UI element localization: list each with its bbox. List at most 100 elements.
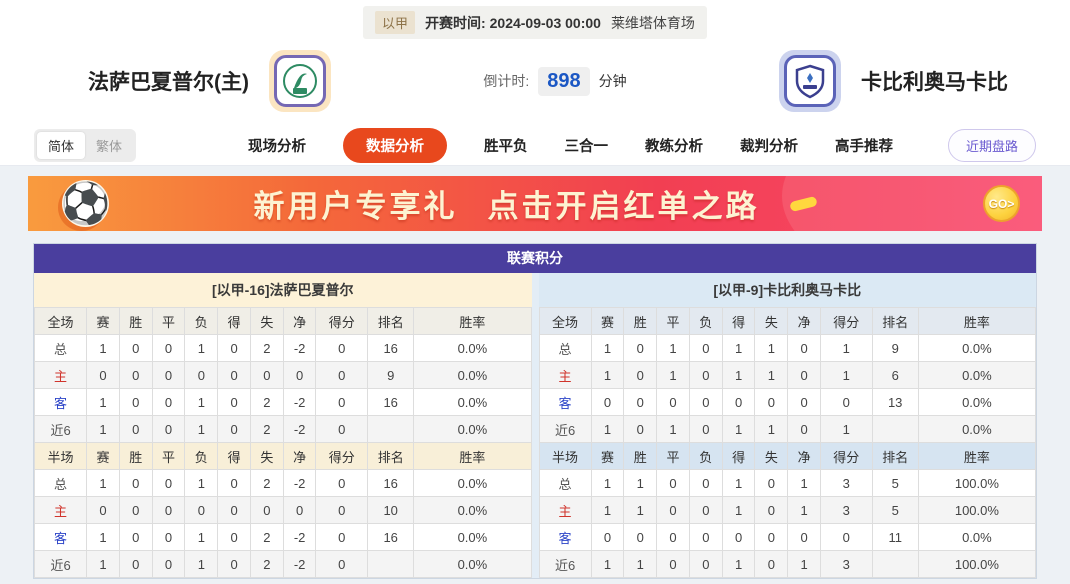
tab-三合一[interactable]: 三合一 — [564, 138, 609, 155]
tab-胜平负[interactable]: 胜平负 — [484, 138, 528, 155]
row-label: 客 — [33, 388, 88, 416]
table-cell: 1 — [721, 415, 756, 443]
table-cell: 2 — [249, 550, 284, 578]
table-cell: 0 — [315, 415, 369, 443]
countdown: 倒计时: 898 分钟 — [331, 66, 779, 96]
table-cell: 1 — [721, 469, 756, 497]
away-half-column-header-row: 半场赛胜平负得失净得分 排名 胜率 — [538, 442, 1037, 470]
column-header: 胜率 — [413, 442, 532, 470]
column-header: 负 — [688, 307, 723, 335]
table-cell: 0 — [217, 496, 251, 524]
away-team-name: 卡比利奥马卡比 — [861, 71, 1008, 94]
go-button-label: GO> — [988, 196, 1015, 211]
table-cell: 1 — [754, 415, 789, 443]
column-header: 平 — [656, 307, 690, 335]
table-cell: 0 — [282, 361, 317, 389]
table-cell: 0.0% — [413, 415, 532, 443]
column-header: 净 — [282, 442, 317, 470]
lang-simplified[interactable]: 简体 — [37, 131, 86, 159]
table-cell: 0 — [688, 361, 723, 389]
table-cell: 1 — [656, 415, 690, 443]
column-header: 负 — [688, 442, 723, 470]
column-header: 全场 — [538, 307, 592, 335]
table-cell: 1 — [590, 550, 625, 578]
table-cell: 3 — [819, 550, 873, 578]
table-cell: 100.0% — [917, 469, 1037, 497]
table-cell: 0 — [151, 523, 186, 551]
table-cell: 1 — [86, 388, 120, 416]
recent-trend-button[interactable]: 近期盘路 — [947, 128, 1036, 162]
table-cell: 0.0% — [917, 361, 1037, 389]
column-header: 半场 — [33, 442, 88, 470]
table-cell: 0 — [688, 496, 723, 524]
table-cell: 1 — [721, 334, 756, 362]
table-cell — [367, 550, 415, 578]
table-cell: 0 — [623, 388, 658, 416]
column-header: 胜 — [623, 442, 658, 470]
table-cell: 0 — [315, 388, 369, 416]
table-cell: 1 — [623, 469, 658, 497]
column-header: 胜率 — [917, 307, 1037, 335]
table-cell: 0.0% — [413, 496, 532, 524]
table-cell: 1 — [86, 523, 120, 551]
home-team-crest-icon — [283, 64, 317, 98]
table-cell: 2 — [249, 415, 284, 443]
table-cell: 0 — [118, 334, 153, 362]
table-cell: 0 — [721, 388, 756, 416]
table-cell: 9 — [367, 361, 415, 389]
table-cell: 1 — [590, 361, 625, 389]
table-row: 总 1 0 0 1 0 2 -2 0 16 0.0% — [33, 469, 532, 497]
table-cell: 0 — [688, 388, 723, 416]
table-cell: 0 — [688, 469, 723, 497]
tab-高手推荐[interactable]: 高手推荐 — [835, 138, 894, 155]
column-header: 得 — [217, 442, 251, 470]
home-half-column-header-row: 半场赛胜平负得失净得分 排名 胜率 — [33, 442, 532, 470]
table-cell: 16 — [367, 523, 415, 551]
table-row: 客 0 0 0 0 0 0 0 0 11 0.0% — [538, 523, 1037, 551]
table-row: 总 1 0 0 1 0 2 -2 0 16 0.0% — [33, 334, 532, 362]
tab-现场分析[interactable]: 现场分析 — [248, 138, 307, 155]
table-divider — [531, 273, 539, 578]
row-label: 客 — [33, 523, 88, 551]
row-label: 总 — [538, 469, 592, 497]
column-header: 胜率 — [917, 442, 1037, 470]
column-header: 得 — [217, 307, 251, 335]
away-team-crest-icon — [795, 64, 825, 99]
table-cell: 3 — [819, 469, 873, 497]
tab-裁判分析[interactable]: 裁判分析 — [740, 138, 799, 155]
table-cell: 0 — [656, 523, 690, 551]
table-cell: 1 — [86, 415, 120, 443]
table-cell: 0 — [688, 415, 723, 443]
table-row: 近6 1 0 1 0 1 1 0 1 0.0% — [538, 415, 1037, 443]
table-cell: 1 — [721, 550, 756, 578]
promo-banner[interactable]: ⚽ 新用户专享礼 点击开启红单之路 GO> — [28, 176, 1042, 231]
home-team-name: 法萨巴夏普尔(主) — [88, 71, 249, 94]
table-cell: 1 — [721, 361, 756, 389]
table-cell: 0 — [721, 523, 756, 551]
table-cell: 0 — [688, 550, 723, 578]
column-header: 赛 — [86, 442, 120, 470]
table-row: 客 0 0 0 0 0 0 0 0 13 0.0% — [538, 388, 1037, 416]
tab-教练分析[interactable]: 教练分析 — [645, 138, 704, 155]
lang-traditional[interactable]: 繁体 — [96, 138, 123, 154]
column-header: 胜率 — [413, 307, 532, 335]
tab-数据分析[interactable]: 数据分析 — [343, 127, 448, 163]
row-label: 近6 — [538, 550, 592, 578]
standings-table-home: 全场赛胜平负得失净得分 排名 胜率总 1 0 0 1 0 2 -2 0 16 0.0% 主 0 0 0 0 0 0 0 0… — [33, 307, 532, 578]
kickoff-time: 开赛时间: 2024-09-03 00:00 — [425, 14, 601, 31]
table-cell: 3 — [819, 496, 873, 524]
table-cell: 0 — [754, 523, 789, 551]
column-header: 平 — [151, 442, 186, 470]
table-cell: 0 — [118, 496, 153, 524]
go-button[interactable]: GO> — [983, 185, 1020, 222]
table-cell: 100.0% — [917, 496, 1037, 524]
match-info-pill: 以甲 开赛时间: 2024-09-03 00:00 莱维塔体育场 — [363, 6, 707, 39]
row-label: 近6 — [33, 550, 88, 578]
table-cell: 10 — [367, 496, 415, 524]
table-cell: 0.0% — [413, 388, 532, 416]
home-team: 法萨巴夏普尔(主) — [88, 50, 331, 112]
column-header: 赛 — [590, 442, 625, 470]
column-header: 排名 — [871, 307, 919, 335]
table-cell: 0 — [217, 334, 251, 362]
table-cell: 1 — [754, 334, 789, 362]
